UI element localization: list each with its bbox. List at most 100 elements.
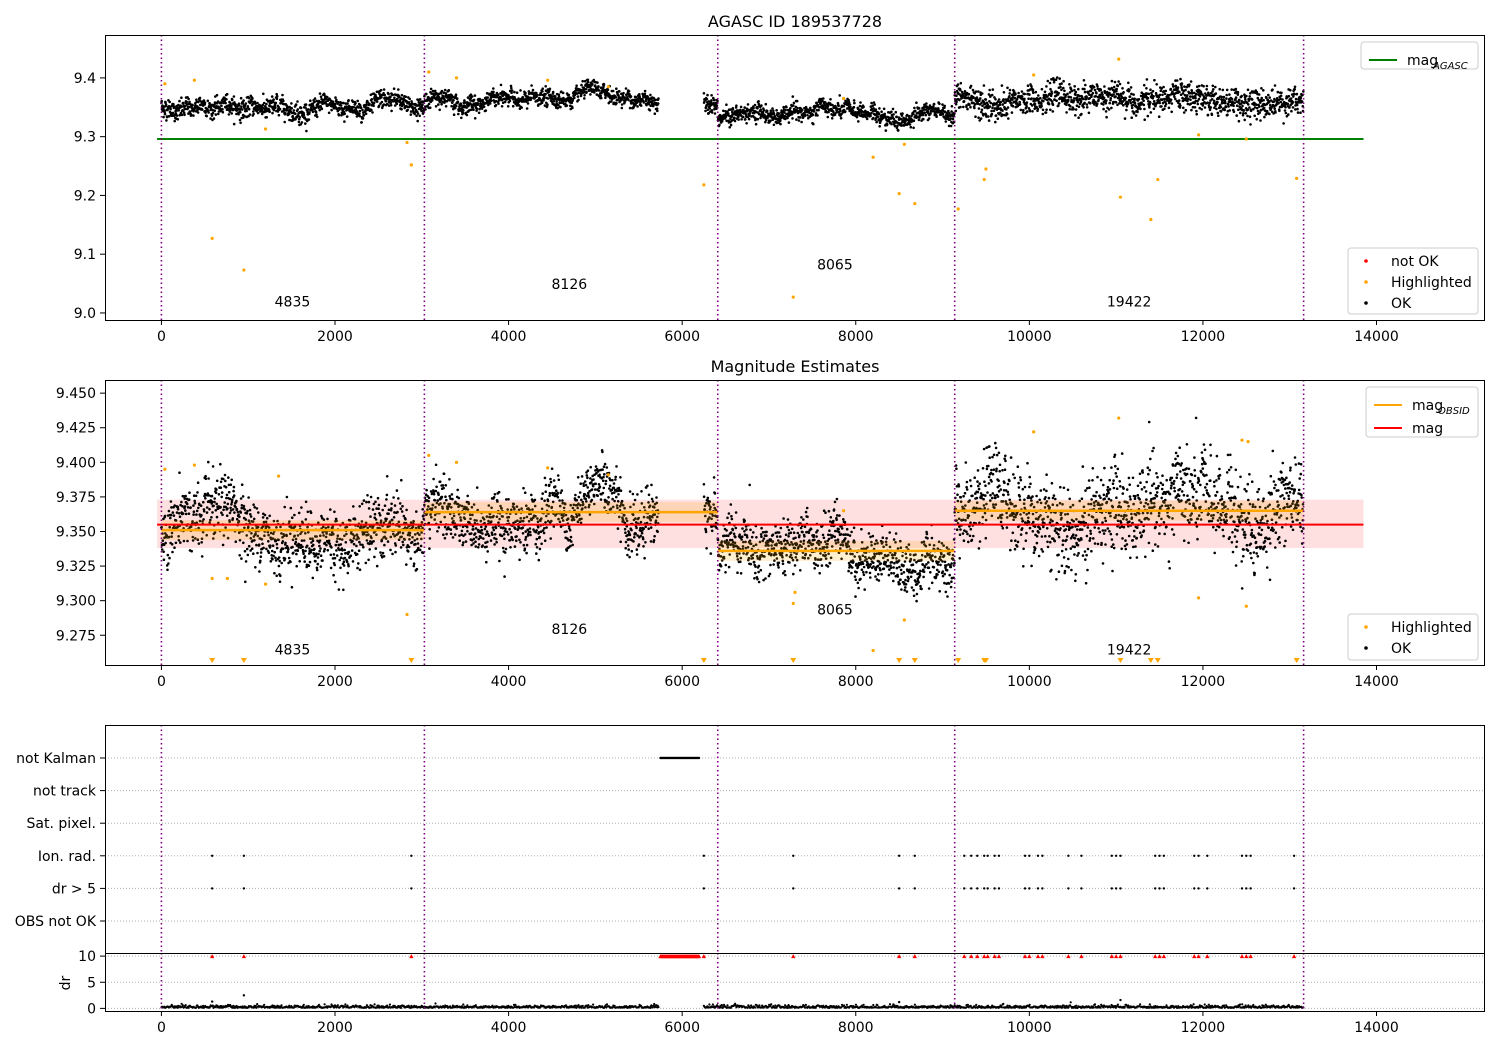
ok-point [1082,97,1085,101]
ok-point [488,102,492,105]
ok-point [589,93,592,96]
highlighted-point [1149,217,1153,222]
ok-point [167,509,171,513]
ok-point [901,112,904,115]
ok-point [389,101,393,105]
ok-point [327,111,331,115]
ok-point [206,99,210,103]
ok-point [1225,97,1228,100]
ok-point [339,566,342,570]
ok-point [270,95,274,98]
ok-point [362,545,365,549]
ok-point [268,110,272,114]
ok-point [212,504,215,508]
ok-point [391,552,394,556]
ok-point [384,99,388,103]
ok-point [724,115,728,119]
ok-point [225,92,229,96]
ok-point [288,105,292,109]
ok-point [994,114,998,117]
highlighted-point [1118,195,1123,199]
ok-point [559,105,562,109]
ok-point [312,543,315,547]
ok-point [1198,95,1202,98]
panel1-title: AGASC ID 189537728 [708,12,882,31]
ok-point [414,542,417,546]
ok-point [377,507,380,511]
highlighted-point [192,78,196,82]
ok-point [1274,111,1277,114]
ok-point [497,102,500,105]
ok-point [281,540,285,543]
ok-point [227,113,231,116]
ok-point [372,101,376,105]
ok-point [300,121,304,124]
ok-point [857,120,860,123]
ok-point [800,120,803,124]
ok-point [620,103,624,106]
ok-point [1239,111,1242,115]
ok-point [643,92,647,96]
ok-point [924,113,928,117]
ok-point [360,121,363,124]
ok-point [980,92,984,95]
ok-point [1072,107,1075,111]
highlighted-point [702,183,706,187]
ok-point [309,551,313,554]
ok-point [1179,77,1182,81]
ok-point [588,86,592,89]
ok-point [1041,112,1045,116]
ok-point [618,90,621,93]
ok-point [1059,85,1062,89]
ok-point [189,506,192,509]
highlighted-point [263,127,268,131]
ok-point [176,118,180,121]
ok-point [202,99,206,102]
ok-point [180,500,183,504]
x-tick-label: 6000 [664,329,700,345]
ok-point [220,491,224,494]
ok-point [213,497,216,500]
ok-point [525,100,528,103]
ok-point [337,100,340,104]
ok-point [173,546,176,549]
ok-point [544,92,547,96]
ok-point [1039,96,1042,100]
ok-point [231,508,235,511]
ok-point [1055,99,1058,102]
ok-point [557,95,561,98]
ok-point [732,112,735,116]
ok-point [358,114,362,118]
ok-point [860,109,864,113]
ok-point [1123,117,1127,120]
ok-point [219,101,223,105]
ok-point [272,98,275,101]
ok-point [1054,78,1058,81]
ok-point [990,109,993,113]
ok-point [743,106,746,109]
ok-point [772,109,775,113]
ok-point [1001,103,1005,106]
y-tick-label: 9.4 [74,71,96,87]
ok-point [285,495,289,499]
ok-point [531,88,535,92]
ok-point [839,109,842,113]
ok-point [736,111,740,115]
ok-point [1273,107,1276,110]
ok-point [208,507,211,511]
ok-point [913,106,916,110]
ok-point [196,491,199,494]
ok-point [377,503,381,507]
ok-point [371,508,375,511]
ok-point [1161,93,1164,97]
ok-point [908,123,912,126]
ok-point [1031,110,1034,113]
ok-point [219,480,223,484]
ok-point [760,104,763,107]
ok-point [887,119,891,122]
ok-point [1241,104,1244,108]
ok-point [733,116,736,120]
ok-point [652,96,655,100]
ok-point [1134,114,1138,117]
ok-point [292,551,295,555]
